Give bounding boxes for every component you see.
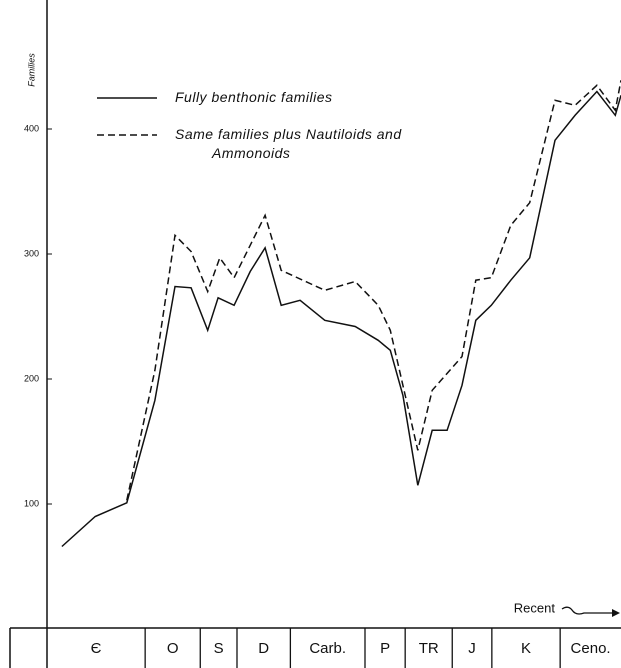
period-label: Ceno. (571, 640, 611, 657)
period-label: J (468, 640, 476, 657)
legend-text: Fully benthonic families (175, 89, 333, 105)
line-series (126, 80, 621, 501)
legend-text: Same families plus Nautiloids and Ammono… (175, 126, 402, 161)
period-label: TR (419, 640, 439, 657)
y-tick-label: 400 (24, 123, 39, 133)
period-label: Carb. (309, 640, 346, 657)
period-label: S (214, 640, 224, 657)
y-tick-label: 300 (24, 248, 39, 258)
annotation-arrowhead (612, 609, 620, 617)
period-label: Є (91, 640, 102, 657)
period-label: P (380, 640, 390, 657)
annotation-arrow (561, 606, 614, 615)
period-label: D (258, 640, 269, 657)
period-label: K (521, 640, 531, 657)
legend-entry: Fully benthonic families (175, 89, 333, 105)
period-label: O (167, 640, 179, 657)
y-tick-label: 100 (24, 498, 39, 508)
line-series (61, 90, 621, 548)
y-tick-label: 200 (24, 373, 39, 383)
legend-entry: Same families plus Nautiloids and Ammono… (175, 126, 402, 161)
y-axis-label: Families (26, 53, 36, 87)
annotation: Recent (514, 600, 556, 615)
